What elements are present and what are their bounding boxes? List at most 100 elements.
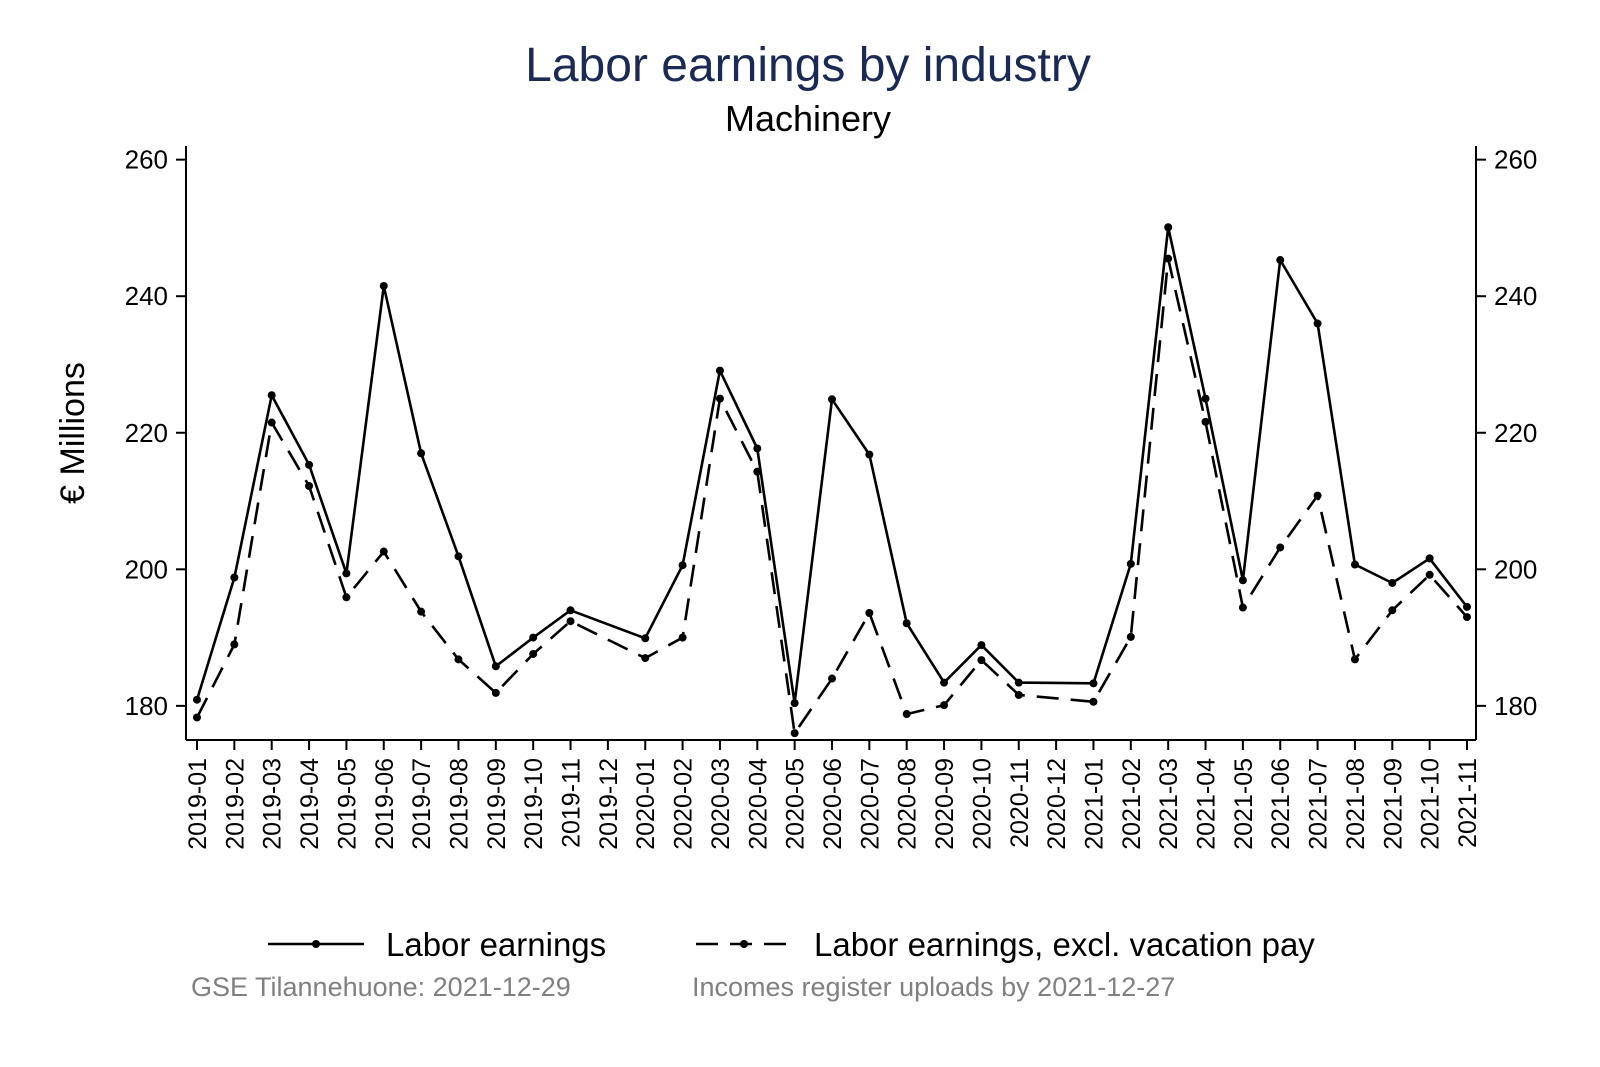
x-tick-label: 2020-10 bbox=[968, 758, 996, 850]
series-1-point bbox=[865, 450, 874, 459]
x-tick-label: 2019-07 bbox=[408, 758, 436, 850]
series-1-point bbox=[1014, 678, 1023, 687]
x-tick-label: 2019-12 bbox=[595, 758, 623, 850]
y-tick-label-left: 180 bbox=[125, 691, 168, 721]
y-axis-label: € Millions bbox=[54, 362, 92, 504]
series-1-point bbox=[342, 569, 351, 578]
series-2-point bbox=[865, 609, 874, 618]
x-tick-label: 2020-12 bbox=[1043, 758, 1071, 850]
series-2-point bbox=[267, 418, 276, 427]
series-2-point bbox=[529, 649, 538, 658]
series-1-point bbox=[940, 678, 949, 687]
series-2-point bbox=[1164, 254, 1173, 263]
series-2-point bbox=[902, 710, 911, 719]
series-2-point bbox=[454, 655, 463, 664]
x-tick-label: 2021-02 bbox=[1118, 758, 1146, 850]
legend-label-1: Labor earnings bbox=[386, 926, 606, 963]
y-tick-label-left: 260 bbox=[125, 145, 168, 175]
series-2-point bbox=[193, 713, 201, 722]
x-tick-label: 2020-01 bbox=[632, 758, 660, 850]
series-1-point bbox=[1388, 578, 1397, 587]
x-tick-label: 2021-01 bbox=[1080, 758, 1108, 850]
series-1-point bbox=[529, 633, 538, 642]
x-tick-label: 2021-09 bbox=[1379, 758, 1407, 850]
series-2-point bbox=[566, 617, 575, 626]
series-2-point bbox=[790, 729, 799, 738]
footnote-left: GSE Tilannehuone: 2021-12-29 bbox=[191, 972, 571, 1002]
x-tick-label: 2019-01 bbox=[184, 758, 212, 850]
series-1-point bbox=[641, 634, 650, 643]
series-1-point bbox=[828, 395, 836, 404]
series-line-2 bbox=[195, 257, 1468, 735]
y-tick-label-right: 260 bbox=[1494, 145, 1537, 175]
x-tick-label: 2019-10 bbox=[520, 758, 548, 850]
series-1-point bbox=[1238, 576, 1247, 585]
axes: 180 180 200 200 220 220 240 240 260 260 2019-01 201… bbox=[125, 145, 1538, 850]
x-tick-label: 2021-05 bbox=[1230, 758, 1258, 850]
y-tick-label-right: 180 bbox=[1494, 691, 1537, 721]
series-1-point bbox=[566, 606, 575, 615]
series-2-point bbox=[417, 607, 426, 616]
y-tick-label-left: 220 bbox=[125, 418, 168, 448]
legend: Labor earnings Labor earnings, excl. vaca… bbox=[268, 926, 1315, 963]
x-tick-label: 2019-05 bbox=[333, 758, 361, 850]
series-2-point bbox=[977, 656, 986, 665]
series-2-point bbox=[1388, 606, 1397, 615]
series-2-point bbox=[1201, 417, 1210, 426]
series-2-point bbox=[828, 674, 836, 683]
series-layer bbox=[193, 223, 1471, 738]
series-1-point bbox=[491, 662, 500, 671]
x-tick-label: 2020-04 bbox=[744, 758, 772, 850]
x-tick-label: 2021-06 bbox=[1267, 758, 1295, 850]
x-tick-label: 2020-08 bbox=[894, 758, 922, 850]
series-2-point bbox=[1425, 570, 1434, 579]
y-tick-label-left: 200 bbox=[125, 554, 168, 584]
series-1-point bbox=[305, 460, 314, 469]
x-tick-label: 2020-06 bbox=[819, 758, 847, 850]
chart-title: Labor earnings by industry bbox=[525, 39, 1091, 92]
series-1-point bbox=[977, 641, 986, 650]
x-tick-label: 2020-03 bbox=[707, 758, 735, 850]
legend-marker-1 bbox=[312, 940, 320, 948]
series-2-point bbox=[1313, 491, 1322, 500]
x-tick-label: 2019-06 bbox=[371, 758, 399, 850]
x-tick-label: 2019-04 bbox=[296, 758, 324, 850]
x-tick-label: 2020-09 bbox=[931, 758, 959, 850]
x-tick-label: 2019-09 bbox=[483, 758, 511, 850]
series-2-point bbox=[1238, 603, 1247, 612]
x-tick-label: 2019-02 bbox=[221, 758, 249, 850]
series-1-point bbox=[193, 695, 201, 704]
x-tick-label: 2020-05 bbox=[782, 758, 810, 850]
series-2-point bbox=[678, 633, 687, 642]
series-2-point bbox=[1350, 655, 1359, 664]
chart-subtitle: Machinery bbox=[725, 98, 891, 139]
series-1-point bbox=[715, 366, 724, 375]
series-1-point bbox=[379, 281, 388, 290]
series-2-point bbox=[715, 394, 724, 403]
series-1-point bbox=[454, 552, 463, 561]
x-tick-label: 2021-07 bbox=[1305, 758, 1333, 850]
series-1-point bbox=[753, 444, 762, 453]
series-1-point bbox=[267, 391, 276, 400]
series-1-point bbox=[1089, 679, 1098, 688]
series-1-point bbox=[417, 449, 426, 458]
y-tick-label-right: 240 bbox=[1494, 281, 1537, 311]
series-1-point bbox=[1313, 319, 1322, 328]
x-tick-label: 2021-08 bbox=[1342, 758, 1370, 850]
series-1-point bbox=[1164, 223, 1173, 232]
series-2-point bbox=[1126, 632, 1135, 641]
series-2-point bbox=[1463, 613, 1471, 622]
x-tick-label: 2019-03 bbox=[259, 758, 287, 850]
x-tick-label: 2020-11 bbox=[1006, 758, 1034, 848]
x-tick-label: 2021-04 bbox=[1193, 758, 1221, 850]
x-tick-label: 2021-03 bbox=[1155, 758, 1183, 850]
series-1-point bbox=[1276, 256, 1285, 265]
series-1-point bbox=[1350, 560, 1359, 569]
x-tick-label: 2019-11 bbox=[558, 758, 586, 848]
series-2-point bbox=[342, 593, 351, 602]
series-1-point bbox=[1425, 554, 1434, 563]
series-1-point bbox=[1463, 602, 1471, 611]
series-2-point bbox=[1276, 543, 1285, 552]
series-2-point bbox=[940, 701, 949, 710]
